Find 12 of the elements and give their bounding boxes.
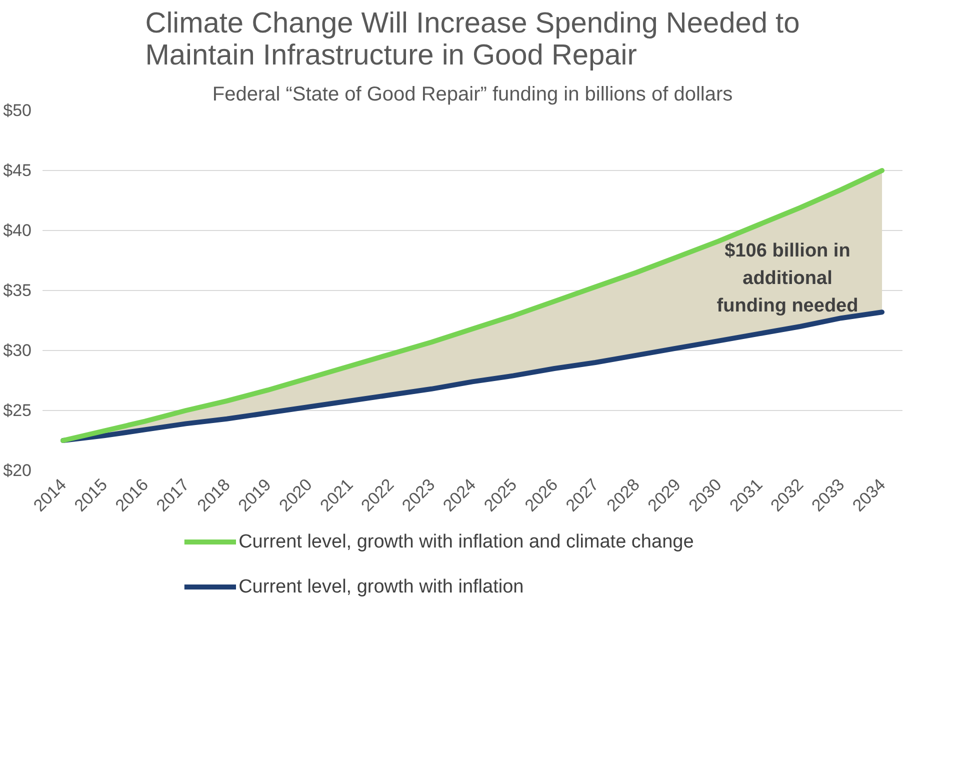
y-tick-label: $20 xyxy=(3,461,32,480)
legend-label: Current level, growth with inflation xyxy=(238,576,524,598)
y-tick-label: $40 xyxy=(3,221,32,240)
y-tick-label: $30 xyxy=(3,341,32,360)
chart-title: Climate Change Will Increase Spending Needed to Maintain Infrastructure in Good Repair xyxy=(145,8,800,72)
legend-label: Current level, growth with inflation and climate change xyxy=(238,532,694,552)
chart-subtitle: Federal “State of Good Repair” funding in billions of dollars xyxy=(212,84,733,106)
y-tick-label: $35 xyxy=(3,281,32,300)
annotation: $106 billion in additional funding needed xyxy=(716,240,858,316)
y-tick-label: $25 xyxy=(3,401,32,420)
y-tick-label: $50 xyxy=(3,101,32,120)
y-tick-label: $45 xyxy=(3,161,32,180)
